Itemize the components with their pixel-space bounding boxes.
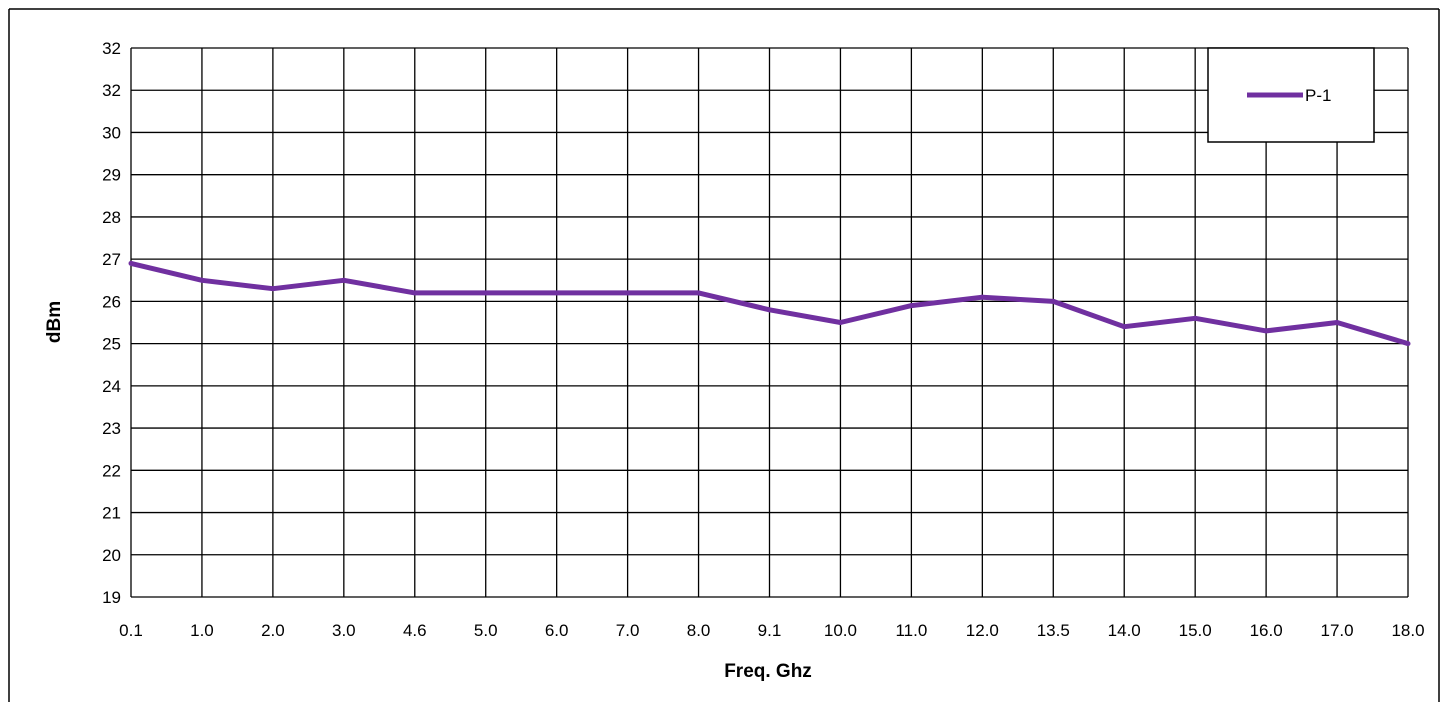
data-point xyxy=(554,290,560,296)
y-tick-label: 26 xyxy=(102,292,121,311)
x-axis-title: Freq. Ghz xyxy=(724,661,812,682)
data-point xyxy=(199,277,205,283)
x-tick-label: 18.0 xyxy=(1391,621,1424,640)
x-tick-label: 7.0 xyxy=(616,621,640,640)
legend-label-p1: P-1 xyxy=(1305,86,1331,105)
y-tick-label: 28 xyxy=(102,208,121,227)
x-tick-label: 1.0 xyxy=(190,621,214,640)
data-point xyxy=(1334,320,1340,325)
x-tick-label: 17.0 xyxy=(1321,621,1354,640)
data-point xyxy=(270,286,276,292)
data-point xyxy=(767,307,772,313)
data-point xyxy=(412,290,418,296)
x-tick-label: 5.0 xyxy=(474,621,498,640)
data-point xyxy=(1121,324,1127,330)
x-tick-label: 0.1 xyxy=(119,621,143,640)
data-point xyxy=(1050,298,1056,304)
y-tick-label: 23 xyxy=(102,419,121,438)
x-tick-label: 3.0 xyxy=(332,621,356,640)
x-tick-label: 4.6 xyxy=(403,621,427,640)
x-tick-label: 16.0 xyxy=(1250,621,1283,640)
x-tick-label: 15.0 xyxy=(1179,621,1212,640)
grid xyxy=(130,47,1409,598)
y-axis-ticks: 19 20 21 22 23 24 25 26 27 28 29 30 32 32 xyxy=(102,39,121,607)
y-tick-label: 29 xyxy=(102,166,121,185)
x-tick-label: 12.0 xyxy=(966,621,999,640)
x-tick-label: 10.0 xyxy=(824,621,857,640)
x-tick-label: 11.0 xyxy=(895,621,927,640)
x-tick-label: 8.0 xyxy=(687,621,711,640)
y-tick-label: 22 xyxy=(102,461,121,480)
y-tick-label: 19 xyxy=(102,588,121,607)
x-tick-label: 13.5 xyxy=(1037,621,1070,640)
series-group xyxy=(128,260,1411,347)
x-tick-label: 14.0 xyxy=(1108,621,1141,640)
data-point xyxy=(908,303,914,309)
data-point xyxy=(979,294,985,300)
data-point xyxy=(696,290,702,296)
data-point xyxy=(1192,315,1198,321)
y-tick-label: 20 xyxy=(102,546,121,565)
data-point xyxy=(837,320,843,325)
x-tick-label: 2.0 xyxy=(261,621,285,640)
x-axis-ticks: 0.1 1.0 2.0 3.0 4.6 5.0 6.0 7.0 8.0 9.1 10.0 11.0 12… xyxy=(119,621,1424,640)
x-tick-label: 6.0 xyxy=(545,621,569,640)
data-point xyxy=(341,277,347,283)
data-point xyxy=(128,260,134,266)
y-tick-label: 25 xyxy=(102,335,121,354)
data-point xyxy=(483,290,489,296)
y-tick-label: 32 xyxy=(102,81,121,100)
y-tick-label: 30 xyxy=(102,123,121,142)
x-tick-label: 9.1 xyxy=(758,621,782,640)
data-point xyxy=(1263,328,1269,334)
y-tick-label: 21 xyxy=(102,504,121,523)
y-tick-label: 32 xyxy=(102,39,121,58)
y-axis-title: dBm xyxy=(44,301,65,343)
data-point xyxy=(625,290,631,296)
y-tick-label: 24 xyxy=(102,377,121,396)
data-point xyxy=(1405,341,1411,347)
y-tick-label: 27 xyxy=(102,250,121,269)
legend: P-1 xyxy=(1207,47,1375,143)
